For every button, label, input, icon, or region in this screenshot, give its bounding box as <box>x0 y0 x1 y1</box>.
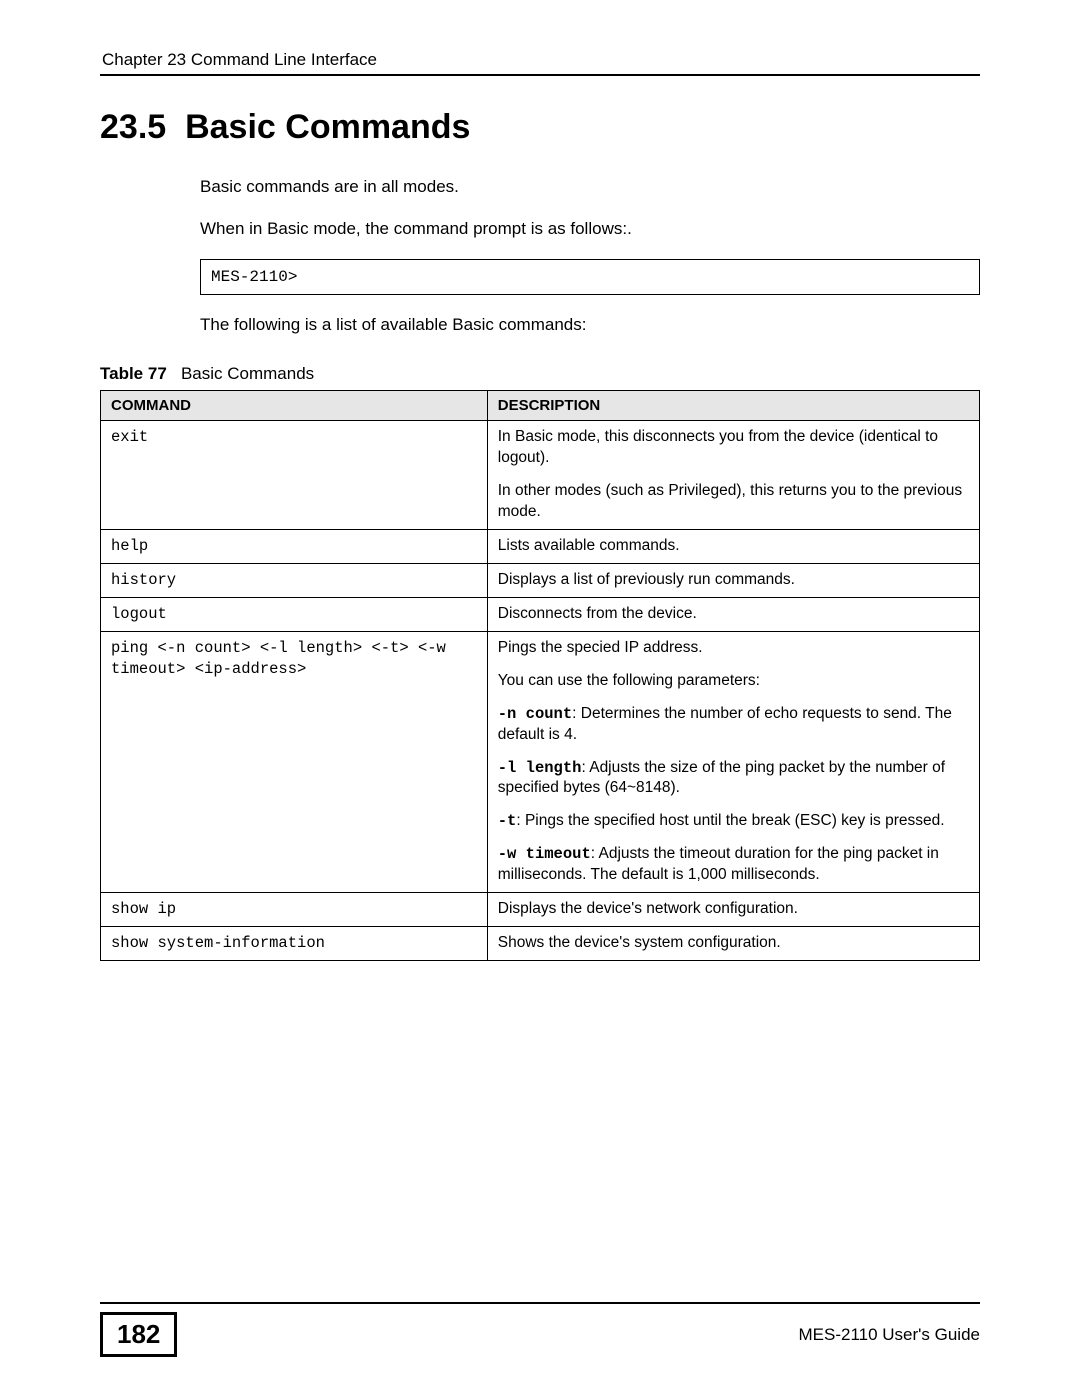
command-cell: history <box>101 564 488 598</box>
footer-row: 182 MES-2110 User's Guide <box>100 1312 980 1357</box>
table-header-row: COMMAND DESCRIPTION <box>101 391 980 421</box>
header-rule <box>100 74 980 76</box>
command-cell: show system-information <box>101 927 488 961</box>
option-label: -n count <box>498 705 572 723</box>
description-cell: Displays the device's network configurat… <box>487 893 979 927</box>
table-row: show ip Displays the device's network co… <box>101 893 980 927</box>
footer-rule <box>100 1302 980 1304</box>
section-title-text: Basic Commands <box>185 108 470 146</box>
description-cell: Disconnects from the device. <box>487 597 979 631</box>
table-row: history Displays a list of previously ru… <box>101 564 980 598</box>
col-header-command: COMMAND <box>101 391 488 421</box>
description-cell: Shows the device's system configuration. <box>487 927 979 961</box>
description-cell: Pings the specied IP address. You can us… <box>487 631 979 892</box>
table-row: ping <-n count> <-l length> <-t> <-w tim… <box>101 631 980 892</box>
description-cell: In Basic mode, this disconnects you from… <box>487 421 979 530</box>
option-label: -l length <box>498 759 582 777</box>
table-row: exit In Basic mode, this disconnects you… <box>101 421 980 530</box>
page-footer: 182 MES-2110 User's Guide <box>100 1302 980 1357</box>
option-label: -w timeout <box>498 845 591 863</box>
section-number: 23.5 <box>100 108 166 146</box>
command-cell: exit <box>101 421 488 530</box>
description-cell: Lists available commands. <box>487 530 979 564</box>
guide-name: MES-2110 User's Guide <box>798 1325 980 1345</box>
command-cell: logout <box>101 597 488 631</box>
desc-paragraph: Displays the device's network configurat… <box>498 899 969 920</box>
col-header-description: DESCRIPTION <box>487 391 979 421</box>
basic-commands-table: COMMAND DESCRIPTION exit In Basic mode, … <box>100 390 980 961</box>
intro-paragraph-1: Basic commands are in all modes. <box>200 175 980 199</box>
desc-option: -w timeout: Adjusts the timeout duration… <box>498 844 969 886</box>
option-label: -t <box>498 812 517 830</box>
table-row: help Lists available commands. <box>101 530 980 564</box>
table-row: show system-information Shows the device… <box>101 927 980 961</box>
command-prompt-box: MES-2110> <box>200 259 980 295</box>
desc-option: -n count: Determines the number of echo … <box>498 704 969 746</box>
desc-paragraph: You can use the following parameters: <box>498 671 969 692</box>
desc-option: -l length: Adjusts the size of the ping … <box>498 758 969 800</box>
command-cell: help <box>101 530 488 564</box>
option-text: : Pings the specified host until the bre… <box>516 812 944 829</box>
page-container: Chapter 23 Command Line Interface 23.5 B… <box>0 0 1080 1397</box>
desc-option: -t: Pings the specified host until the b… <box>498 811 969 832</box>
command-cell: ping <-n count> <-l length> <-t> <-w tim… <box>101 631 488 892</box>
table-caption-label: Table 77 <box>100 364 167 383</box>
intro-paragraph-3: The following is a list of available Bas… <box>200 313 980 337</box>
desc-paragraph: Pings the specied IP address. <box>498 638 969 659</box>
desc-paragraph: Displays a list of previously run comman… <box>498 570 969 591</box>
section-title: 23.5 Basic Commands <box>100 108 980 147</box>
page-number: 182 <box>100 1312 177 1357</box>
command-cell: show ip <box>101 893 488 927</box>
desc-paragraph: Shows the device's system configuration. <box>498 933 969 954</box>
table-row: logout Disconnects from the device. <box>101 597 980 631</box>
desc-paragraph: Lists available commands. <box>498 536 969 557</box>
description-cell: Displays a list of previously run comman… <box>487 564 979 598</box>
desc-paragraph: Disconnects from the device. <box>498 604 969 625</box>
desc-paragraph: In Basic mode, this disconnects you from… <box>498 427 969 469</box>
intro-paragraph-2: When in Basic mode, the command prompt i… <box>200 217 980 241</box>
chapter-header: Chapter 23 Command Line Interface <box>100 50 980 70</box>
table-caption: Table 77 Basic Commands <box>100 364 980 384</box>
desc-paragraph: In other modes (such as Privileged), thi… <box>498 481 969 523</box>
table-caption-text: Basic Commands <box>181 364 314 383</box>
